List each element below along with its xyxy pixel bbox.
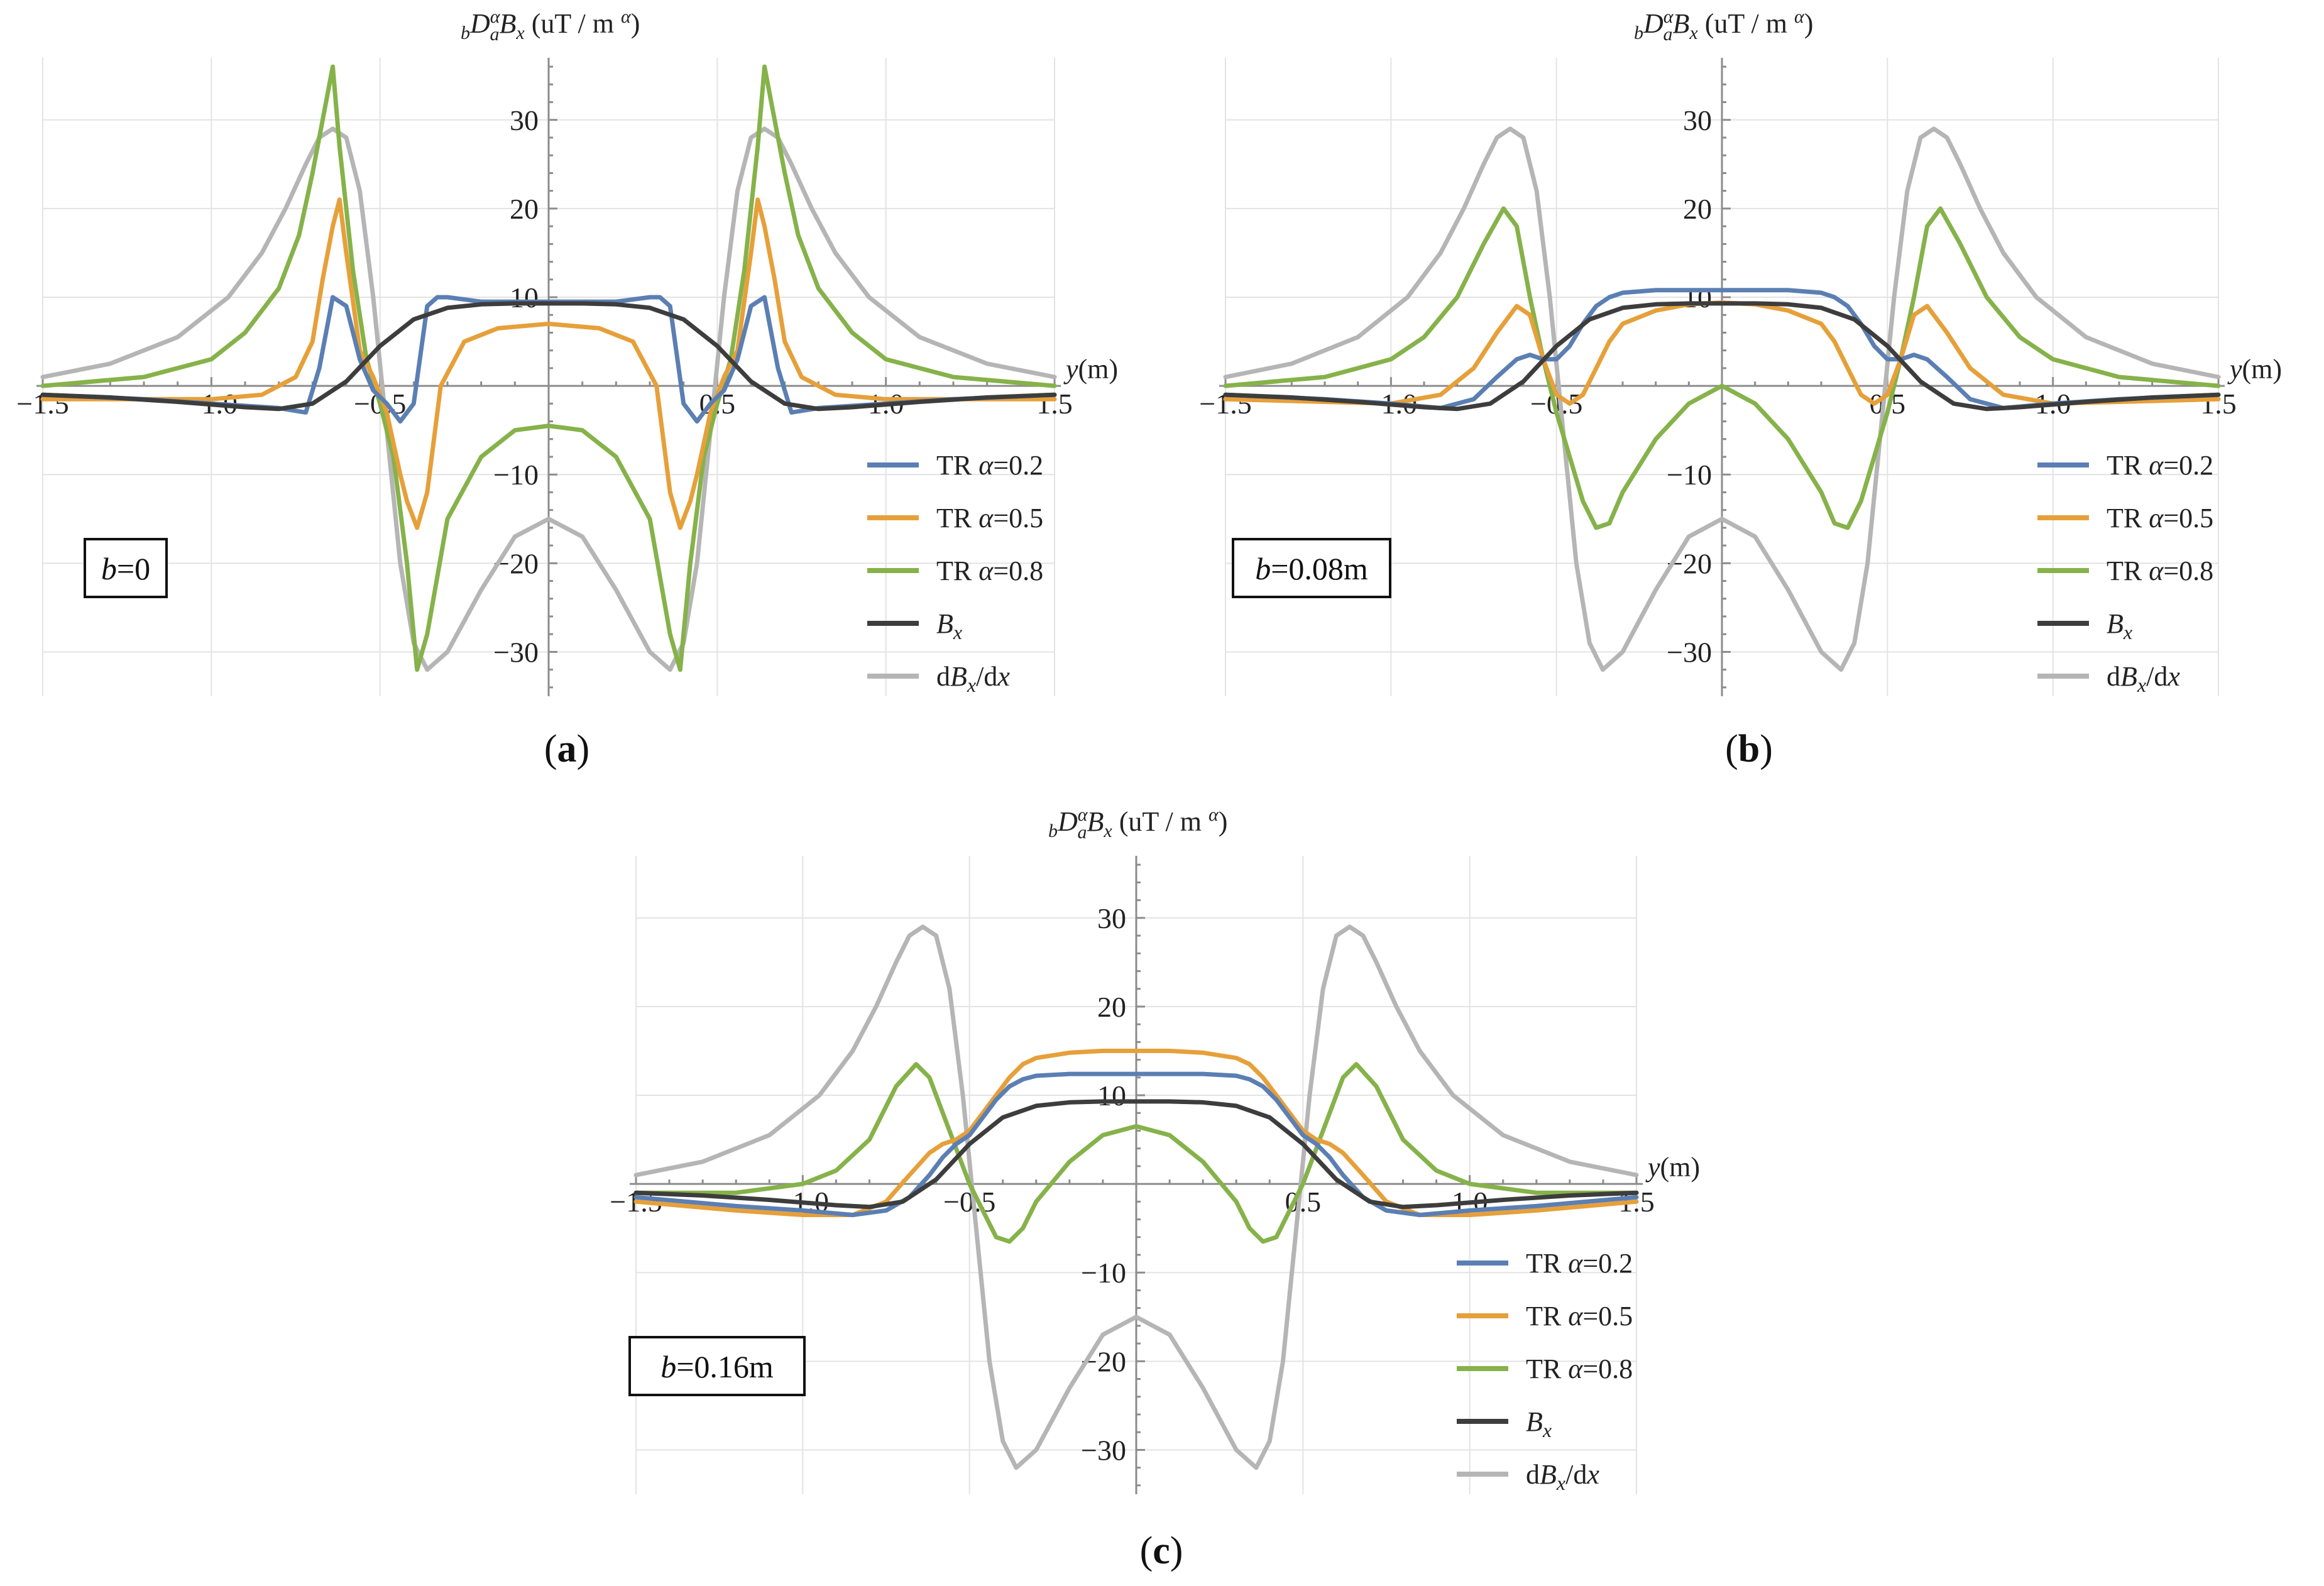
x-tick-label: −0.5 (943, 1186, 995, 1218)
x-axis-title: y(m) (1063, 354, 1118, 385)
y-tick-label: −10 (1667, 459, 1712, 491)
legend-b: TR α=0.2 TR α=0.5 TR α=0.8 Bx dBx/dx (2037, 450, 2213, 696)
legend-label-dbx-dx: dBx/dx (1526, 1459, 1599, 1494)
parameter-box-a (84, 538, 168, 598)
legend-label-dbx-dx: dBx/dx (2107, 661, 2180, 696)
caption-a: (a) (544, 728, 589, 770)
parameter-box-c (628, 1336, 806, 1396)
series-line-bx (1223, 301, 2221, 412)
y-axis-title: bDα aBx (uT / m α) (1048, 804, 1227, 843)
legend-label-tr-0-2: TR α=0.2 (2107, 450, 2213, 481)
caption-b: (b) (1725, 728, 1773, 770)
y-tick-label: −30 (1667, 636, 1712, 668)
legend-label-tr-0-5: TR α=0.5 (2107, 503, 2213, 533)
legend-label-tr-0-8: TR α=0.8 (1526, 1354, 1633, 1384)
y-tick-label: −20 (493, 547, 539, 579)
x-axis-title: y(m) (2227, 354, 2282, 385)
gridlines-b (1225, 58, 2219, 696)
series-line-dbx-dx (40, 126, 1057, 672)
y-tick-label: 20 (1683, 193, 1712, 225)
legend-label-dbx-dx: dBx/dx (936, 661, 1010, 696)
series-line-dbx-dx (1223, 126, 2221, 672)
y-tick-label: 30 (1097, 902, 1126, 934)
y-axis-title: bDα aBx (uT / m α) (1634, 6, 1813, 45)
series-line-dbx-dx (633, 924, 1639, 1470)
y-tick-label: 30 (1683, 104, 1712, 136)
legend-label-tr-0-5: TR α=0.5 (1526, 1301, 1633, 1332)
parameter-box-b (1232, 538, 1391, 598)
legend-label-bx: Bx (936, 608, 962, 643)
legend-label-tr-0-8: TR α=0.8 (2107, 555, 2213, 586)
legend-label-bx: Bx (2107, 608, 2132, 643)
y-tick-label: 10 (1683, 282, 1712, 314)
legend-label-bx: Bx (1526, 1406, 1552, 1441)
series-line-bx (633, 1099, 1639, 1210)
series-line-tr-0-8 (633, 1062, 1639, 1244)
y-tick-label: 10 (510, 282, 539, 314)
caption-c: (c) (1140, 1529, 1183, 1572)
parameter-label-a: b=0 (101, 551, 150, 586)
legend-label-tr-0-8: TR α=0.8 (936, 555, 1043, 586)
parameter-label-b: b=0.08m (1255, 551, 1368, 586)
y-tick-label: −30 (1081, 1434, 1126, 1466)
y-axis-title: bDα aBx (uT / m α) (461, 6, 640, 45)
legend-c: TR α=0.2 TR α=0.5 TR α=0.8 Bx dBx/dx (1457, 1248, 1633, 1494)
series-line-tr-0-8 (40, 64, 1057, 672)
series-line-tr-0-2 (633, 1071, 1639, 1217)
series-line-tr-0-8 (1223, 206, 2221, 530)
y-tick-label: 20 (1097, 991, 1126, 1023)
y-tick-label: −10 (1081, 1257, 1126, 1289)
series-line-tr-0-5 (633, 1048, 1639, 1217)
y-tick-label: 20 (510, 193, 539, 225)
series-line-bx (40, 301, 1057, 412)
parameter-label-c: b=0.16m (660, 1349, 774, 1384)
series-line-tr-0-2 (1223, 288, 2221, 410)
legend-a: TR α=0.2 TR α=0.5 TR α=0.8 Bx dBx/dx (867, 450, 1043, 696)
chart-panel-b: −1.5 −1.0 −0.5 0.5 1.0 1.5 −30 −20 −10 10 20 30 bDα a… (1188, 0, 2324, 779)
chart-panel-c: −1.5 −1.0 −0.5 0.5 1.0 1.5 −30 −20 −10 10 20 30 bDα a… (591, 798, 1760, 1586)
y-tick-label: −10 (493, 459, 539, 491)
series-line-tr-0-5 (40, 197, 1057, 530)
x-axis-title: y(m) (1645, 1152, 1700, 1183)
chart-panel-a: −1.5 −1.0 −0.5 0.5 1.0 1.5 −30 −20 −10 10 20 30 bDα a… (0, 0, 1163, 779)
y-tick-label: 30 (510, 104, 539, 136)
y-tick-label: 10 (1097, 1080, 1126, 1112)
y-tick-label: −30 (493, 636, 539, 668)
legend-label-tr-0-2: TR α=0.2 (1526, 1248, 1633, 1279)
legend-label-tr-0-2: TR α=0.2 (936, 450, 1043, 481)
legend-label-tr-0-5: TR α=0.5 (936, 503, 1043, 533)
